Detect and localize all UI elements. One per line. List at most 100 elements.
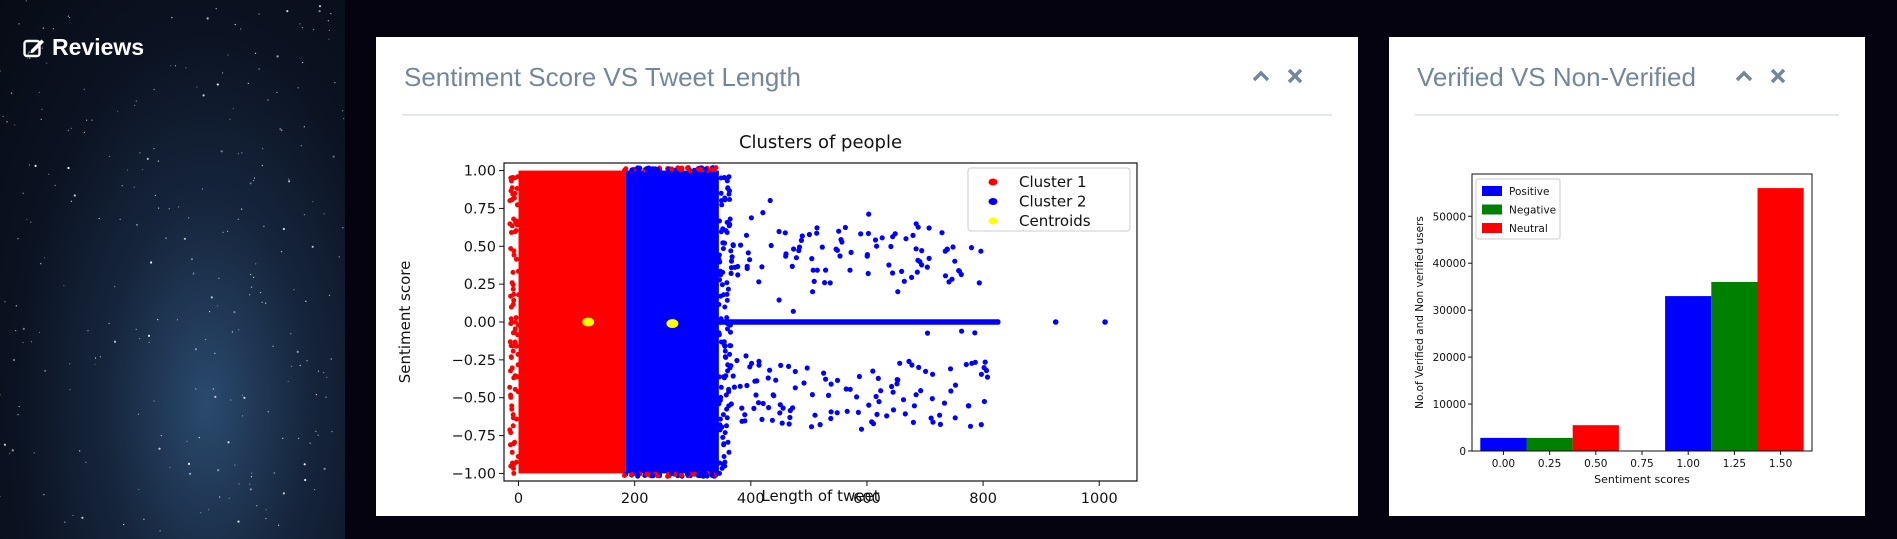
cluster-1-point: [510, 286, 516, 292]
cluster-2-point: [911, 403, 918, 409]
cluster-2-point: [786, 421, 792, 427]
star: [38, 331, 41, 333]
x-axis-label: Sentiment scores: [1594, 473, 1690, 486]
star: [330, 13, 332, 15]
cluster-edge-point: [697, 473, 703, 479]
cluster-2-point: [916, 364, 922, 370]
cluster-2-point: [827, 280, 833, 286]
star: [30, 341, 33, 343]
cluster-2-point: [919, 248, 925, 254]
close-icon[interactable]: [1284, 65, 1306, 87]
cluster-2-point: [721, 442, 727, 448]
star: [278, 524, 280, 526]
star: [222, 231, 224, 233]
star: [153, 400, 155, 402]
sidebar-item-reviews[interactable]: Reviews: [22, 34, 144, 61]
close-icon[interactable]: [1767, 65, 1789, 87]
star: [67, 166, 70, 170]
cluster-2-point: [929, 396, 935, 402]
cluster-2-point: [747, 257, 753, 263]
cluster-2-point: [738, 242, 744, 248]
cluster-2-point: [731, 384, 737, 390]
star: [196, 86, 198, 88]
cluster-2-point: [720, 226, 726, 232]
cluster-1-point: [510, 423, 516, 429]
cluster-2-point: [903, 236, 909, 242]
cluster-2-point: [723, 392, 729, 398]
star: [22, 327, 25, 330]
star: [214, 352, 216, 354]
star: [43, 494, 45, 496]
star: [158, 207, 160, 209]
cluster-2-point: [828, 381, 834, 387]
star: [146, 157, 149, 160]
star: [86, 119, 88, 121]
star: [216, 83, 219, 86]
cluster-edge-point: [709, 472, 715, 478]
star: [282, 227, 285, 231]
star: [30, 221, 32, 223]
cluster-2-point: [958, 271, 964, 278]
star: [114, 286, 116, 288]
star: [202, 94, 205, 97]
star: [249, 294, 251, 296]
cluster-2-point: [834, 410, 840, 416]
cluster-2-point: [939, 230, 945, 236]
cluster-2-point: [917, 259, 923, 265]
star: [233, 311, 236, 314]
cluster-2-point: [924, 264, 930, 270]
cluster-2-point: [858, 231, 864, 237]
star: [241, 394, 243, 396]
cluster-2-point: [726, 386, 732, 392]
cluster-2-point: [783, 251, 789, 257]
cluster-2-point: [721, 240, 728, 246]
cluster-edge-point: [685, 471, 690, 477]
cluster-2-point: [811, 278, 817, 284]
star: [189, 472, 192, 475]
star: [67, 129, 69, 131]
cluster-2-point: [716, 252, 722, 258]
cluster-2-point: [828, 415, 834, 422]
cluster-1-point: [510, 282, 516, 288]
star: [160, 435, 162, 437]
cluster-2-point: [978, 248, 984, 254]
cluster-2-point: [789, 263, 795, 269]
cluster-1-point: [508, 343, 514, 349]
chevron-up-icon[interactable]: [1250, 65, 1272, 87]
cluster-1-point: [515, 268, 521, 274]
cluster-1-point: [515, 351, 521, 357]
star: [230, 399, 232, 401]
star: [6, 121, 8, 123]
star: [217, 469, 220, 472]
cluster-2-point: [728, 265, 735, 271]
cluster-2-point: [944, 246, 950, 252]
legend-label: Cluster 2: [1019, 193, 1087, 211]
cluster-edge-point: [650, 166, 655, 172]
cluster-2-point: [836, 228, 842, 234]
star: [33, 452, 35, 454]
cluster-2-point: [879, 235, 885, 241]
cluster-2-point: [739, 418, 745, 424]
star: [306, 360, 308, 362]
star: [222, 72, 224, 74]
cluster-2-point: [787, 414, 793, 421]
cluster-2-point: [888, 243, 894, 250]
star: [69, 389, 71, 391]
centroid-point: [666, 319, 679, 329]
cluster-2-point: [767, 367, 773, 373]
star: [0, 394, 1, 396]
star: [0, 495, 1, 497]
cluster-2-point: [899, 268, 905, 274]
star: [273, 472, 275, 474]
cluster-edge-point: [678, 472, 684, 478]
star: [265, 517, 267, 520]
star: [52, 28, 55, 30]
cluster-2-point: [780, 405, 786, 411]
cluster-1-point: [510, 269, 516, 275]
star: [29, 57, 31, 59]
cluster-2-point: [752, 378, 758, 384]
cluster-2-point: [952, 415, 958, 421]
chevron-up-icon[interactable]: [1733, 65, 1755, 87]
star: [279, 128, 282, 131]
star: [328, 294, 331, 296]
